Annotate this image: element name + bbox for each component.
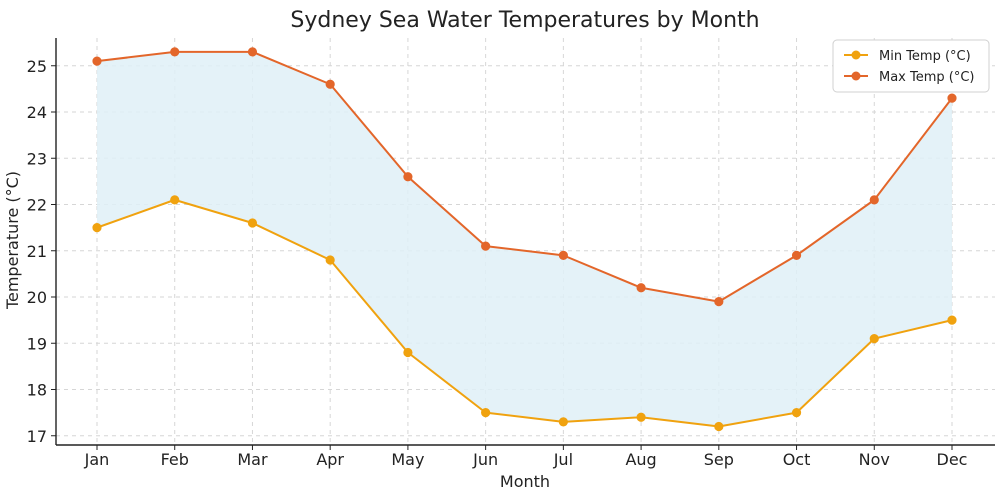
- series-1-point-6: [558, 250, 568, 260]
- axes-layer: 17 18 19 20 21 22 23 24 25 Jan Feb Mar Apr May Jun Jul A…: [27, 38, 995, 469]
- x-tick-label-3: Apr: [316, 450, 344, 469]
- series-0-point-8: [714, 421, 724, 432]
- series-0-point-5: [481, 408, 491, 418]
- x-tick-label-8: Sep: [704, 450, 734, 469]
- y-tick-label-3: 20: [27, 288, 47, 307]
- series-1-point-10: [869, 195, 879, 205]
- x-tick-label-7: Aug: [625, 450, 656, 469]
- legend-min-label: Min Temp (°C): [879, 49, 971, 64]
- series-0-point-10: [869, 334, 879, 344]
- series-1-point-7: [636, 283, 646, 293]
- series-line-0: [96, 198, 953, 428]
- temperature-range-fill: [97, 51, 952, 427]
- series-0-point-4: [403, 347, 413, 358]
- series-1-point-8: [714, 297, 724, 307]
- y-tick-label-8: 25: [27, 57, 47, 76]
- x-tick-label-2: Mar: [237, 450, 268, 469]
- series-layer: [92, 47, 957, 432]
- y-tick-label-7: 24: [27, 103, 47, 122]
- series-0-point-0: [92, 223, 102, 233]
- x-tick-label-4: May: [391, 450, 424, 469]
- series-1-point-3: [325, 79, 335, 89]
- series-0-point-7: [636, 412, 646, 422]
- legend-max-marker: [851, 71, 861, 81]
- series-1-point-2: [247, 47, 258, 57]
- x-tick-label-5: Jun: [472, 450, 498, 469]
- series-1-point-0: [92, 56, 102, 66]
- fill-layer: [97, 51, 952, 427]
- y-axis-label: Temperature (°C): [3, 171, 22, 310]
- y-tick-label-6: 23: [27, 149, 47, 168]
- series-1-point-9: [791, 250, 802, 260]
- legend: Min Temp (°C) Max Temp (°C): [832, 39, 990, 93]
- chart-title: Sydney Sea Water Temperatures by Month: [290, 8, 759, 33]
- x-tick-label-11: Dec: [937, 450, 968, 469]
- series-1-point-4: [403, 172, 413, 182]
- x-tick-label-10: Nov: [859, 450, 890, 469]
- series-1-point-1: [170, 47, 180, 57]
- x-tick-label-1: Feb: [161, 450, 189, 469]
- series-line-1: [96, 50, 953, 303]
- legend-max-label: Max Temp (°C): [879, 70, 975, 85]
- y-tick-label-2: 19: [27, 334, 47, 353]
- x-tick-label-0: Jan: [84, 450, 110, 469]
- series-0-point-6: [558, 417, 568, 427]
- series-1-point-5: [481, 241, 491, 251]
- x-tick-label-9: Oct: [783, 450, 811, 469]
- x-axis-label: Month: [500, 472, 550, 491]
- series-0-point-3: [325, 255, 335, 265]
- legend-min-marker: [851, 50, 861, 60]
- x-tick-label-6: Jul: [553, 450, 573, 469]
- y-tick-label-1: 18: [27, 381, 47, 400]
- y-tick-label-4: 21: [27, 242, 47, 261]
- series-0-point-1: [170, 195, 180, 205]
- y-tick-label-0: 17: [27, 427, 47, 446]
- y-tick-label-5: 22: [27, 196, 47, 215]
- series-0-point-11: [947, 315, 957, 325]
- series-0-point-9: [791, 408, 802, 418]
- series-0-point-2: [247, 218, 258, 228]
- series-1-point-11: [947, 93, 957, 103]
- legend-box: [832, 39, 990, 93]
